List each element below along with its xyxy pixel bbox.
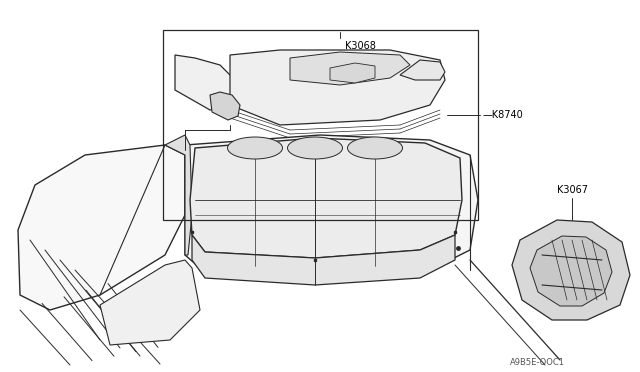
Text: —K8740: —K8740	[483, 110, 524, 120]
Polygon shape	[290, 52, 410, 85]
Polygon shape	[18, 145, 185, 310]
Ellipse shape	[348, 137, 403, 159]
Polygon shape	[400, 60, 445, 80]
Polygon shape	[192, 235, 455, 285]
Polygon shape	[530, 236, 612, 306]
Bar	[163, 30, 478, 220]
Polygon shape	[185, 135, 478, 275]
Ellipse shape	[287, 137, 342, 159]
Polygon shape	[230, 50, 445, 125]
Text: A9B5E-OOC1: A9B5E-OOC1	[510, 358, 565, 367]
Polygon shape	[165, 135, 192, 255]
Polygon shape	[210, 92, 240, 120]
Polygon shape	[512, 220, 630, 320]
Text: K3067: K3067	[557, 185, 588, 195]
Polygon shape	[330, 63, 375, 83]
Ellipse shape	[227, 137, 282, 159]
Polygon shape	[175, 55, 235, 110]
Polygon shape	[100, 260, 200, 345]
Text: K3068: K3068	[345, 41, 376, 51]
Polygon shape	[190, 138, 462, 258]
